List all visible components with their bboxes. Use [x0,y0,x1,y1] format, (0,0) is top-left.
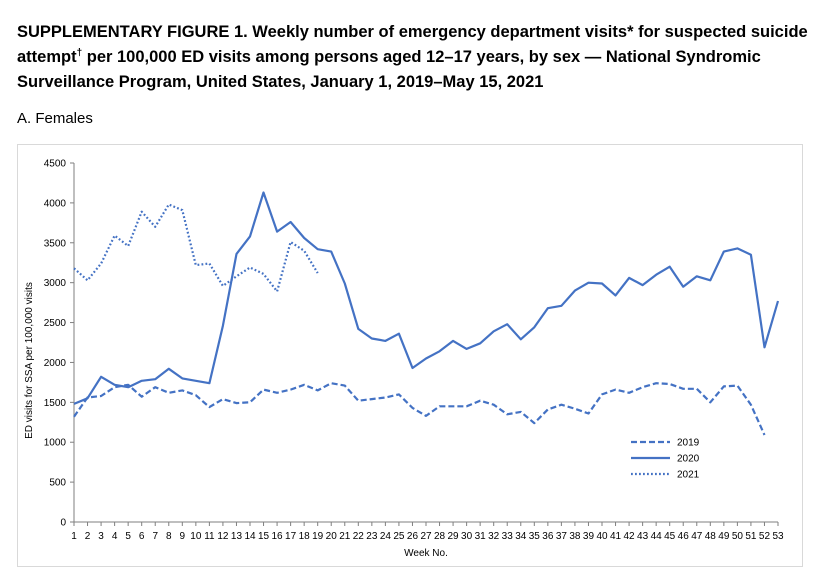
y-tick-label: 500 [49,478,66,489]
title-footnote-mark-2: † [76,47,83,59]
y-tick-label: 2000 [44,358,67,369]
y-tick-label: 1000 [44,438,67,449]
x-tick-label: 47 [691,531,703,542]
y-axis-title: ED visits for SSA per 100,000 visits [24,282,35,439]
series-line-2021 [73,203,319,293]
x-tick-label: 14 [244,531,256,542]
legend-label-2020: 2020 [677,454,700,465]
y-tick-label: 4500 [44,159,67,170]
y-tick-label: 3500 [44,238,67,249]
x-tick-label: 35 [529,531,541,542]
y-tick-label: 1500 [44,398,67,409]
x-tick-label: 37 [556,531,568,542]
x-tick-label: 11 [204,531,215,542]
x-tick-label: 26 [407,531,419,542]
x-tick-label: 21 [339,531,351,542]
x-tick-label: 41 [610,531,622,542]
x-tick-label: 9 [180,531,186,542]
x-tick-label: 10 [190,531,202,542]
x-tick-label: 25 [393,531,405,542]
series-line-2020 [73,191,780,405]
x-tick-label: 6 [139,531,145,542]
legend-label-2019: 2019 [677,438,700,449]
y-tick-label: 2500 [44,318,67,329]
x-tick-label: 23 [366,531,378,542]
x-tick-label: 39 [583,531,595,542]
x-tick-label: 2 [85,531,91,542]
x-tick-label: 48 [705,531,717,542]
x-tick-label: 24 [380,531,392,542]
x-tick-label: 40 [596,531,608,542]
x-tick-label: 1 [71,531,77,542]
x-tick-label: 36 [542,531,554,542]
y-tick-label: 0 [60,518,66,529]
x-tick-label: 32 [488,531,500,542]
x-tick-label: 4 [112,531,118,542]
x-tick-label: 44 [651,531,663,542]
x-tick-label: 50 [732,531,744,542]
x-tick-label: 43 [637,531,649,542]
legend-label-2021: 2021 [677,470,700,481]
x-tick-label: 53 [772,531,784,542]
x-tick-label: 33 [502,531,514,542]
x-tick-label: 13 [231,531,243,542]
x-tick-label: 7 [152,531,158,542]
x-tick-label: 34 [515,531,527,542]
panel-label: A. Females [17,110,93,127]
x-tick-label: 31 [475,531,487,542]
x-axis-title: Week No. [404,548,448,559]
x-tick-label: 29 [448,531,460,542]
x-tick-label: 46 [678,531,690,542]
title-part-2: for suspected suicide attempt [17,23,808,66]
x-tick-label: 22 [353,531,365,542]
x-tick-label: 51 [745,531,757,542]
x-tick-label: 42 [624,531,636,542]
x-tick-label: 52 [759,531,771,542]
x-tick-label: 12 [217,531,229,542]
series-line-2019 [73,382,766,436]
x-tick-label: 5 [125,531,131,542]
x-tick-label: 38 [569,531,581,542]
x-tick-label: 49 [718,531,730,542]
x-tick-label: 20 [326,531,338,542]
x-tick-label: 45 [664,531,676,542]
title-part-1: SUPPLEMENTARY FIGURE 1. Weekly number of… [17,23,628,41]
chart-frame [17,144,803,567]
x-tick-label: 18 [299,531,311,542]
y-tick-label: 3000 [44,278,67,289]
x-tick-label: 28 [434,531,446,542]
title-footnote-mark-1: * [627,23,634,41]
x-tick-label: 15 [258,531,270,542]
title-part-3: per 100,000 ED visits among persons aged… [17,48,761,91]
x-tick-label: 16 [272,531,284,542]
x-tick-label: 30 [461,531,473,542]
x-tick-label: 8 [166,531,172,542]
x-tick-label: 17 [285,531,297,542]
x-tick-label: 27 [420,531,432,542]
y-tick-label: 4000 [44,198,67,209]
figure-title: SUPPLEMENTARY FIGURE 1. Weekly number of… [17,20,827,95]
x-tick-label: 19 [312,531,324,542]
x-tick-label: 3 [98,531,104,542]
